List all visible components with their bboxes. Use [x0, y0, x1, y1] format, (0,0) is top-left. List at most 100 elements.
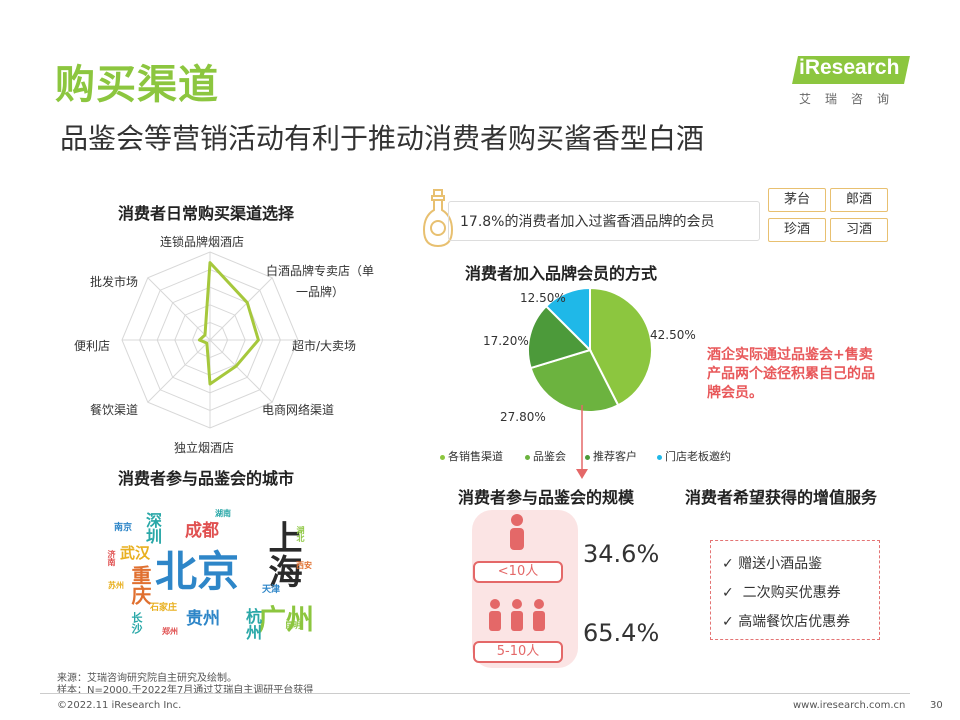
radar-title: 消费者日常购买渠道选择 — [118, 204, 295, 223]
scale-label-small: <10人 — [473, 561, 563, 583]
down-arrow-icon — [576, 405, 588, 479]
membership-stat-box — [448, 201, 760, 241]
city-word: 长沙 — [130, 612, 143, 634]
service-label: 高端餐饮店优惠券 — [738, 614, 851, 630]
radar-label-1b: 一品牌） — [296, 285, 345, 299]
city-word: 石家庄 — [150, 603, 178, 613]
membership-stat-text: 17.8%的消费者加入过酱香酒品牌的会员 — [460, 214, 715, 230]
legend-label: 各销售渠道 — [448, 450, 503, 463]
radar-axis — [209, 277, 273, 341]
service-item-1: ✓ 二次购买优惠券 — [722, 582, 841, 602]
radar-label-2: 超市/大卖场 — [292, 339, 357, 353]
radar-label-5: 餐饮渠道 — [90, 403, 139, 417]
scale-title: 消费者参与品鉴会的规模 — [458, 488, 635, 507]
scale-pct-small: 34.6% — [583, 540, 660, 568]
legend-item-1: 品鉴会 — [525, 448, 566, 464]
pie-chart — [526, 286, 653, 413]
brand-tag-zhenjiu: 珍酒 — [768, 218, 826, 242]
brand-tag-langjiu: 郎酒 — [830, 188, 888, 212]
city-word: 苏州 — [108, 581, 124, 590]
service-label: 二次购买优惠券 — [742, 585, 841, 601]
check-icon: ✓ — [722, 556, 734, 572]
city-word: 深圳 — [143, 512, 162, 544]
check-icon: ✓ — [722, 585, 734, 601]
logo-cn-text: 艾瑞咨询 — [799, 92, 904, 106]
pie-label-3: 12.50% — [520, 291, 566, 305]
legend-item-0: 各销售渠道 — [440, 448, 503, 464]
iresearch-logo: iResearch 艾瑞咨询 — [792, 50, 915, 110]
brand-tag-xijiu: 习酒 — [830, 218, 888, 242]
service-item-0: ✓ 赠送小酒品鉴 — [722, 553, 822, 573]
city-word: 成都 — [185, 521, 219, 541]
person-icon — [510, 514, 524, 550]
brand-tag-maotai: 茅台 — [768, 188, 826, 212]
page-title: 购买渠道 — [55, 62, 219, 108]
city-word: 北京 — [155, 547, 240, 596]
city-word: 杭州 — [243, 608, 262, 640]
radar-axis — [209, 339, 273, 403]
legend-label: 门店老板邀约 — [665, 450, 731, 463]
scale-pct-medium: 65.4% — [583, 619, 660, 647]
scale-panel — [472, 510, 578, 668]
footer-source: 来源：艾瑞咨询研究院自主研究及绘制。 — [57, 673, 237, 684]
radar-chart — [121, 251, 299, 429]
radar-label-7: 批发市场 — [90, 275, 139, 289]
city-word: 武汉 — [120, 544, 151, 562]
pie-slice-3 — [544, 286, 591, 353]
city-word: 济南 — [107, 550, 116, 566]
legend-dot — [585, 454, 590, 460]
pie-slice-1 — [529, 348, 620, 413]
services-title: 消费者希望获得的增值服务 — [685, 488, 878, 507]
city-word: 西安 — [296, 561, 312, 570]
city-word: 昆明 — [285, 621, 301, 630]
city-word-cloud: 北京 上海广州 成都重庆 武汉 深圳贵州 杭州 南京长沙 天津石家庄 湖北济南西安苏州 湖南昆明郑… — [100, 500, 315, 645]
service-label: 赠送小酒品鉴 — [738, 556, 823, 572]
footer-divider — [40, 693, 910, 694]
city-word: 天津 — [262, 585, 281, 595]
radar-axis — [147, 277, 211, 341]
city-word: 重庆 — [128, 565, 152, 605]
city-word: 郑州 — [162, 627, 178, 636]
city-word: 湖南 — [215, 509, 231, 518]
radar-series — [197, 261, 260, 386]
radar-label-0: 连锁品牌烟酒店 — [160, 235, 245, 249]
legend-label: 品鉴会 — [533, 450, 566, 463]
city-word: 南京 — [114, 523, 133, 533]
footer-copyright: ©2022.11 iResearch Inc. — [57, 700, 182, 711]
page-number: 30 — [930, 700, 943, 711]
pie-label-1: 27.80% — [500, 410, 546, 424]
services-box — [710, 540, 880, 640]
radar-label-4: 独立烟酒店 — [174, 441, 235, 455]
city-word: 广州 — [258, 603, 315, 636]
pie-slice-2 — [526, 304, 592, 370]
city-word: 上海 — [262, 520, 302, 588]
footer-sample: 样本：N=2000,于2022年7月通过艾瑞自主调研平台获得 — [57, 685, 314, 696]
radar-label-3: 电商网络渠道 — [262, 403, 335, 417]
city-word: 贵州 — [186, 609, 220, 629]
footer-url: www.iresearch.com.cn — [793, 700, 906, 711]
city-word: 湖北 — [296, 526, 305, 542]
liquor-bottle-icon — [422, 189, 454, 248]
group-icon — [489, 599, 545, 631]
check-icon: ✓ — [722, 614, 734, 630]
pie-slice-0 — [589, 286, 653, 407]
service-item-2: ✓ 高端餐饮店优惠券 — [722, 611, 850, 631]
red-annotation: 酒企实际通过品鉴会+售卖产品两个途径积累自己的品牌会员。 — [707, 347, 875, 401]
page-subtitle: 品鉴会等营销活动有利于推动消费者购买酱香型白酒 — [60, 122, 705, 155]
legend-dot — [657, 454, 662, 460]
legend-item-2: 推荐客户 — [585, 448, 637, 464]
radar-axis — [147, 339, 211, 403]
logo-text: iResearch — [799, 56, 900, 79]
radar-label-6: 便利店 — [74, 339, 111, 353]
legend-dot — [440, 454, 445, 460]
legend-item-3: 门店老板邀约 — [657, 448, 731, 464]
pie-label-0: 42.50% — [650, 328, 696, 342]
pie-label-2: 17.20% — [483, 334, 529, 348]
legend-label: 推荐客户 — [593, 450, 637, 463]
pie-slices — [526, 286, 653, 413]
pie-title: 消费者加入品牌会员的方式 — [465, 264, 658, 283]
legend-dot — [525, 454, 530, 460]
radar-label-1a: 白酒品牌专卖店（单 — [266, 264, 375, 278]
cloud-title: 消费者参与品鉴会的城市 — [118, 469, 295, 488]
scale-label-medium: 5-10人 — [473, 641, 563, 663]
